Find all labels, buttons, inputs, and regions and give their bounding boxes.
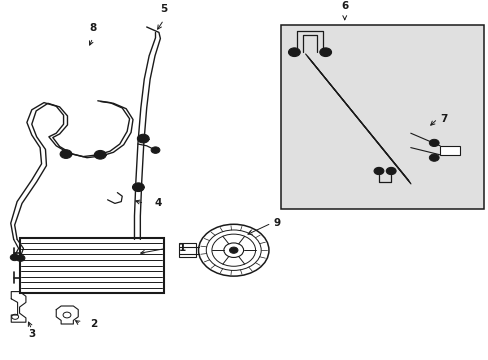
Circle shape [386, 167, 395, 175]
Text: 6: 6 [341, 1, 347, 11]
Text: 2: 2 [90, 319, 98, 329]
Text: 8: 8 [89, 23, 96, 33]
Bar [281, 25, 483, 209]
Circle shape [60, 150, 72, 158]
Text: 7: 7 [439, 114, 447, 124]
Circle shape [428, 139, 438, 147]
Bar [20, 238, 163, 293]
Circle shape [428, 154, 438, 161]
Text: 9: 9 [273, 218, 281, 228]
Circle shape [229, 247, 238, 253]
Bar [179, 243, 196, 257]
Bar [439, 146, 459, 155]
Circle shape [10, 254, 19, 261]
Circle shape [151, 147, 160, 153]
Circle shape [132, 183, 144, 192]
Circle shape [94, 150, 106, 159]
Text: 1: 1 [178, 243, 185, 253]
Text: 5: 5 [160, 4, 167, 14]
Circle shape [373, 167, 383, 175]
Circle shape [288, 48, 300, 57]
Text: 4: 4 [154, 198, 161, 208]
Circle shape [16, 255, 25, 261]
Text: 3: 3 [28, 329, 35, 339]
Circle shape [319, 48, 331, 57]
Circle shape [137, 134, 149, 143]
